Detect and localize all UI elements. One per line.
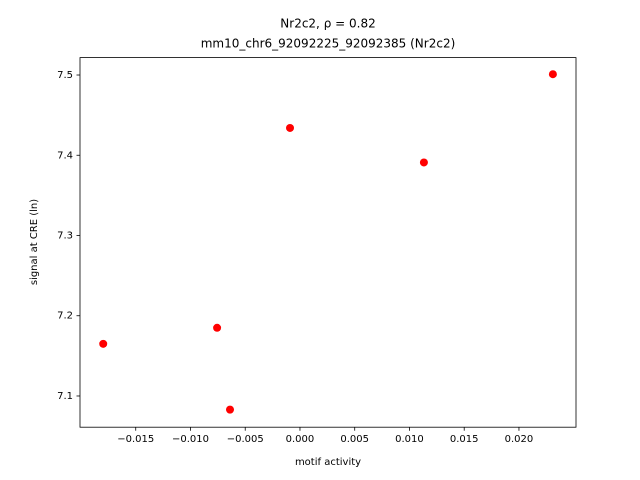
y-axis-label: signal at CRE (ln): [29, 199, 40, 285]
y-tick-label: 7.2: [57, 311, 73, 322]
chart-title: Nr2c2, ρ = 0.82: [280, 17, 375, 31]
x-tick-label: 0.000: [286, 434, 315, 445]
point: [548, 70, 557, 79]
x-tick-label: −0.005: [227, 434, 264, 445]
x-axis-label: motif activity: [295, 457, 361, 468]
x-tick-label: 0.020: [505, 434, 534, 445]
chart-subtitle: mm10_chr6_92092225_92092385 (Nr2c2): [201, 37, 456, 51]
x-tick-label: 0.015: [450, 434, 479, 445]
x-tick-label: −0.010: [172, 434, 209, 445]
y-tick-label: 7.1: [57, 391, 73, 402]
x-tick-label: 0.010: [395, 434, 424, 445]
point: [213, 323, 222, 332]
y-tick-label: 7.4: [57, 150, 73, 161]
point: [226, 405, 235, 414]
plot-frame: [79, 57, 577, 428]
point: [419, 158, 428, 167]
point: [286, 123, 295, 132]
x-tick-label: −0.015: [117, 434, 154, 445]
point: [99, 339, 108, 348]
x-tick-label: 0.005: [340, 434, 369, 445]
y-tick-label: 7.5: [57, 70, 73, 81]
y-tick-label: 7.3: [57, 230, 73, 241]
